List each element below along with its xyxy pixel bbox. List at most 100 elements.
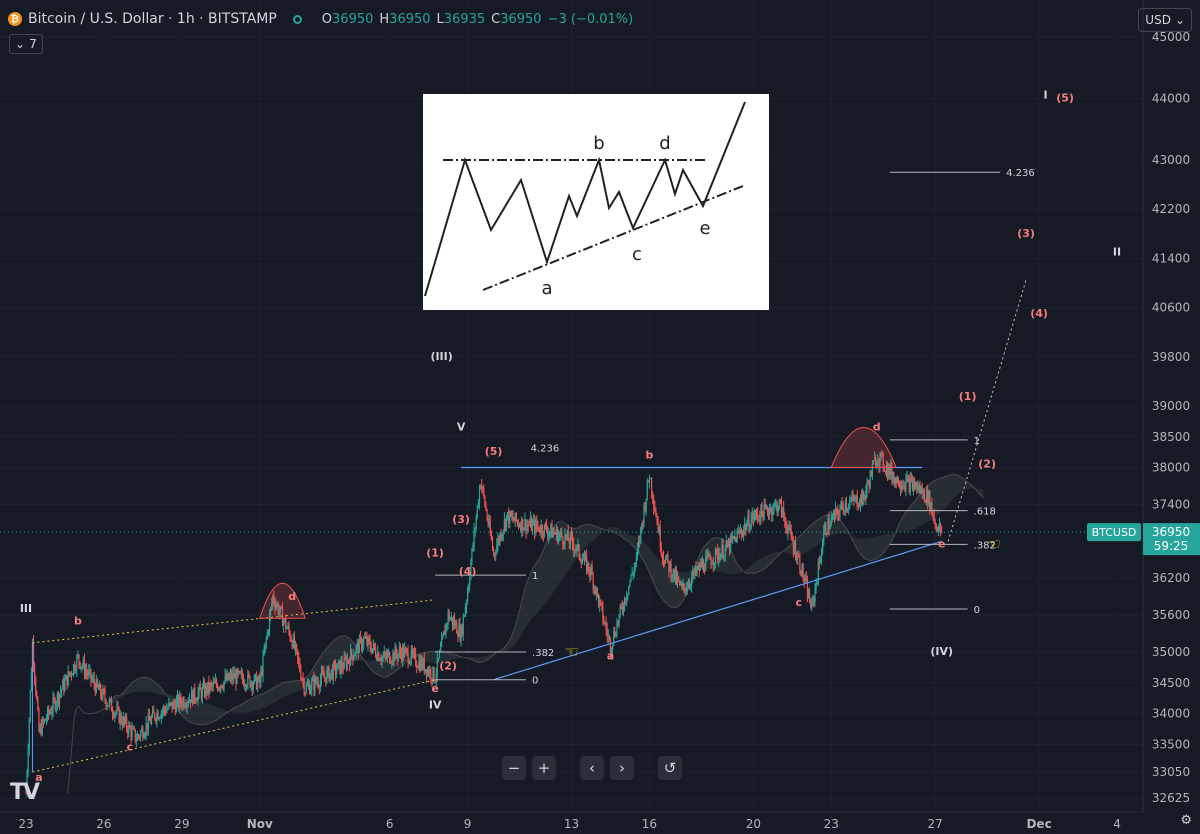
candle-body xyxy=(441,638,443,647)
price-tag-bg xyxy=(1143,523,1200,556)
candle-body xyxy=(175,700,178,713)
candle-body xyxy=(109,698,112,701)
candle-body xyxy=(30,672,32,691)
symbol-title[interactable]: Bitcoin / U.S. Dollar · 1h · BITSTAMP xyxy=(28,11,277,27)
scroll-right-button[interactable]: › xyxy=(610,756,634,780)
candle-body xyxy=(306,685,308,687)
candle-body xyxy=(195,699,197,701)
tradingview-logo[interactable]: TV xyxy=(10,780,40,805)
candle-body xyxy=(711,563,713,565)
candle-body xyxy=(632,573,634,575)
candle-body xyxy=(210,683,212,685)
candle-body xyxy=(387,652,390,654)
candle-body xyxy=(494,553,496,555)
zoom-out-button[interactable]: − xyxy=(502,756,526,780)
wave-label: d xyxy=(288,590,296,603)
candle-body xyxy=(569,533,572,544)
candle-body xyxy=(261,671,263,675)
candle-body xyxy=(264,642,266,652)
x-tick-label: 6 xyxy=(386,817,394,831)
candle-body xyxy=(417,667,419,669)
candle-body xyxy=(121,722,123,726)
candle-body xyxy=(312,678,314,682)
candle-body xyxy=(552,532,554,538)
wave-label: b xyxy=(645,448,653,461)
candle-body xyxy=(558,534,561,536)
candle-body xyxy=(912,483,915,489)
candle-body xyxy=(789,524,791,530)
candle-body xyxy=(257,681,259,689)
reset-chart-button[interactable]: ↺ xyxy=(658,756,682,780)
candle-body xyxy=(472,545,474,549)
candle-body xyxy=(683,583,685,588)
candle-body xyxy=(583,555,586,560)
candle-body xyxy=(774,503,776,505)
candle-body xyxy=(366,637,368,645)
candle-body xyxy=(433,667,435,681)
candle-body xyxy=(439,646,442,652)
gear-icon[interactable]: ⚙ xyxy=(1180,813,1192,828)
candle-body xyxy=(904,485,906,491)
candle-body xyxy=(315,677,317,683)
wave-labels: 1.38204.2364.2361.618.3820IIIabcdeIV(1)(… xyxy=(20,88,1121,784)
candle-body xyxy=(876,462,878,466)
candle-body xyxy=(642,523,644,525)
price-axis[interactable]: 45000 44000 43000 42200 41400 40600 39800 39000… xyxy=(1087,0,1200,834)
candle-body xyxy=(154,713,156,720)
x-tick-label: 23 xyxy=(824,817,839,831)
time-axis[interactable]: 23 26 29 Nov 6 9 13 16 20 23 27 Dec 4 xyxy=(0,811,1200,834)
candle-body xyxy=(71,674,74,676)
candle-body xyxy=(601,602,603,607)
candle-body xyxy=(32,641,35,665)
candle-body xyxy=(892,476,894,480)
candle-body xyxy=(550,524,552,532)
candle-body xyxy=(635,554,638,563)
candle-body xyxy=(613,631,615,645)
candle-body xyxy=(526,524,528,532)
candle-body xyxy=(697,564,699,569)
candle-body xyxy=(828,518,830,529)
candle-body xyxy=(489,521,491,534)
candle-body xyxy=(830,518,832,526)
candle-body xyxy=(485,505,487,511)
currency-select[interactable]: USD ⌄ xyxy=(1138,8,1192,32)
candle-body xyxy=(262,654,264,675)
wave-label: V xyxy=(457,421,466,434)
candle-body xyxy=(765,507,767,509)
indicators-toggle[interactable]: ⌄ 7 xyxy=(9,34,43,54)
candle-body xyxy=(671,576,673,578)
candle-body xyxy=(373,643,376,649)
candle-body xyxy=(832,513,835,517)
candle-body xyxy=(413,652,416,654)
wave-label: e xyxy=(431,682,438,695)
candle-body xyxy=(657,521,659,533)
candle-body xyxy=(58,694,61,704)
candle-body xyxy=(394,647,396,661)
candle-body xyxy=(416,665,418,668)
candle-body xyxy=(396,654,398,659)
candle-body xyxy=(563,543,565,546)
candle-body xyxy=(444,631,446,635)
candle-body xyxy=(462,616,464,635)
candle-body xyxy=(298,657,300,662)
candle-body xyxy=(455,622,457,627)
candle-body xyxy=(338,660,340,663)
x-tick-label: 13 xyxy=(564,817,579,831)
y-tick-label: 42200 xyxy=(1152,202,1190,216)
candle-body xyxy=(340,662,342,674)
candle-body xyxy=(146,723,148,730)
candle-body xyxy=(390,662,392,664)
candle-body xyxy=(454,619,456,627)
candle-body xyxy=(674,570,677,580)
scroll-left-button[interactable]: ‹ xyxy=(580,756,604,780)
candle-body xyxy=(933,516,935,522)
candle-body xyxy=(447,611,449,624)
candle-body xyxy=(184,706,186,708)
wave-label: b xyxy=(74,614,82,627)
candle-body xyxy=(938,523,941,527)
candle-body xyxy=(246,685,248,688)
candle-body xyxy=(849,501,851,508)
zoom-in-button[interactable]: + xyxy=(532,756,556,780)
candle-body xyxy=(715,548,718,551)
